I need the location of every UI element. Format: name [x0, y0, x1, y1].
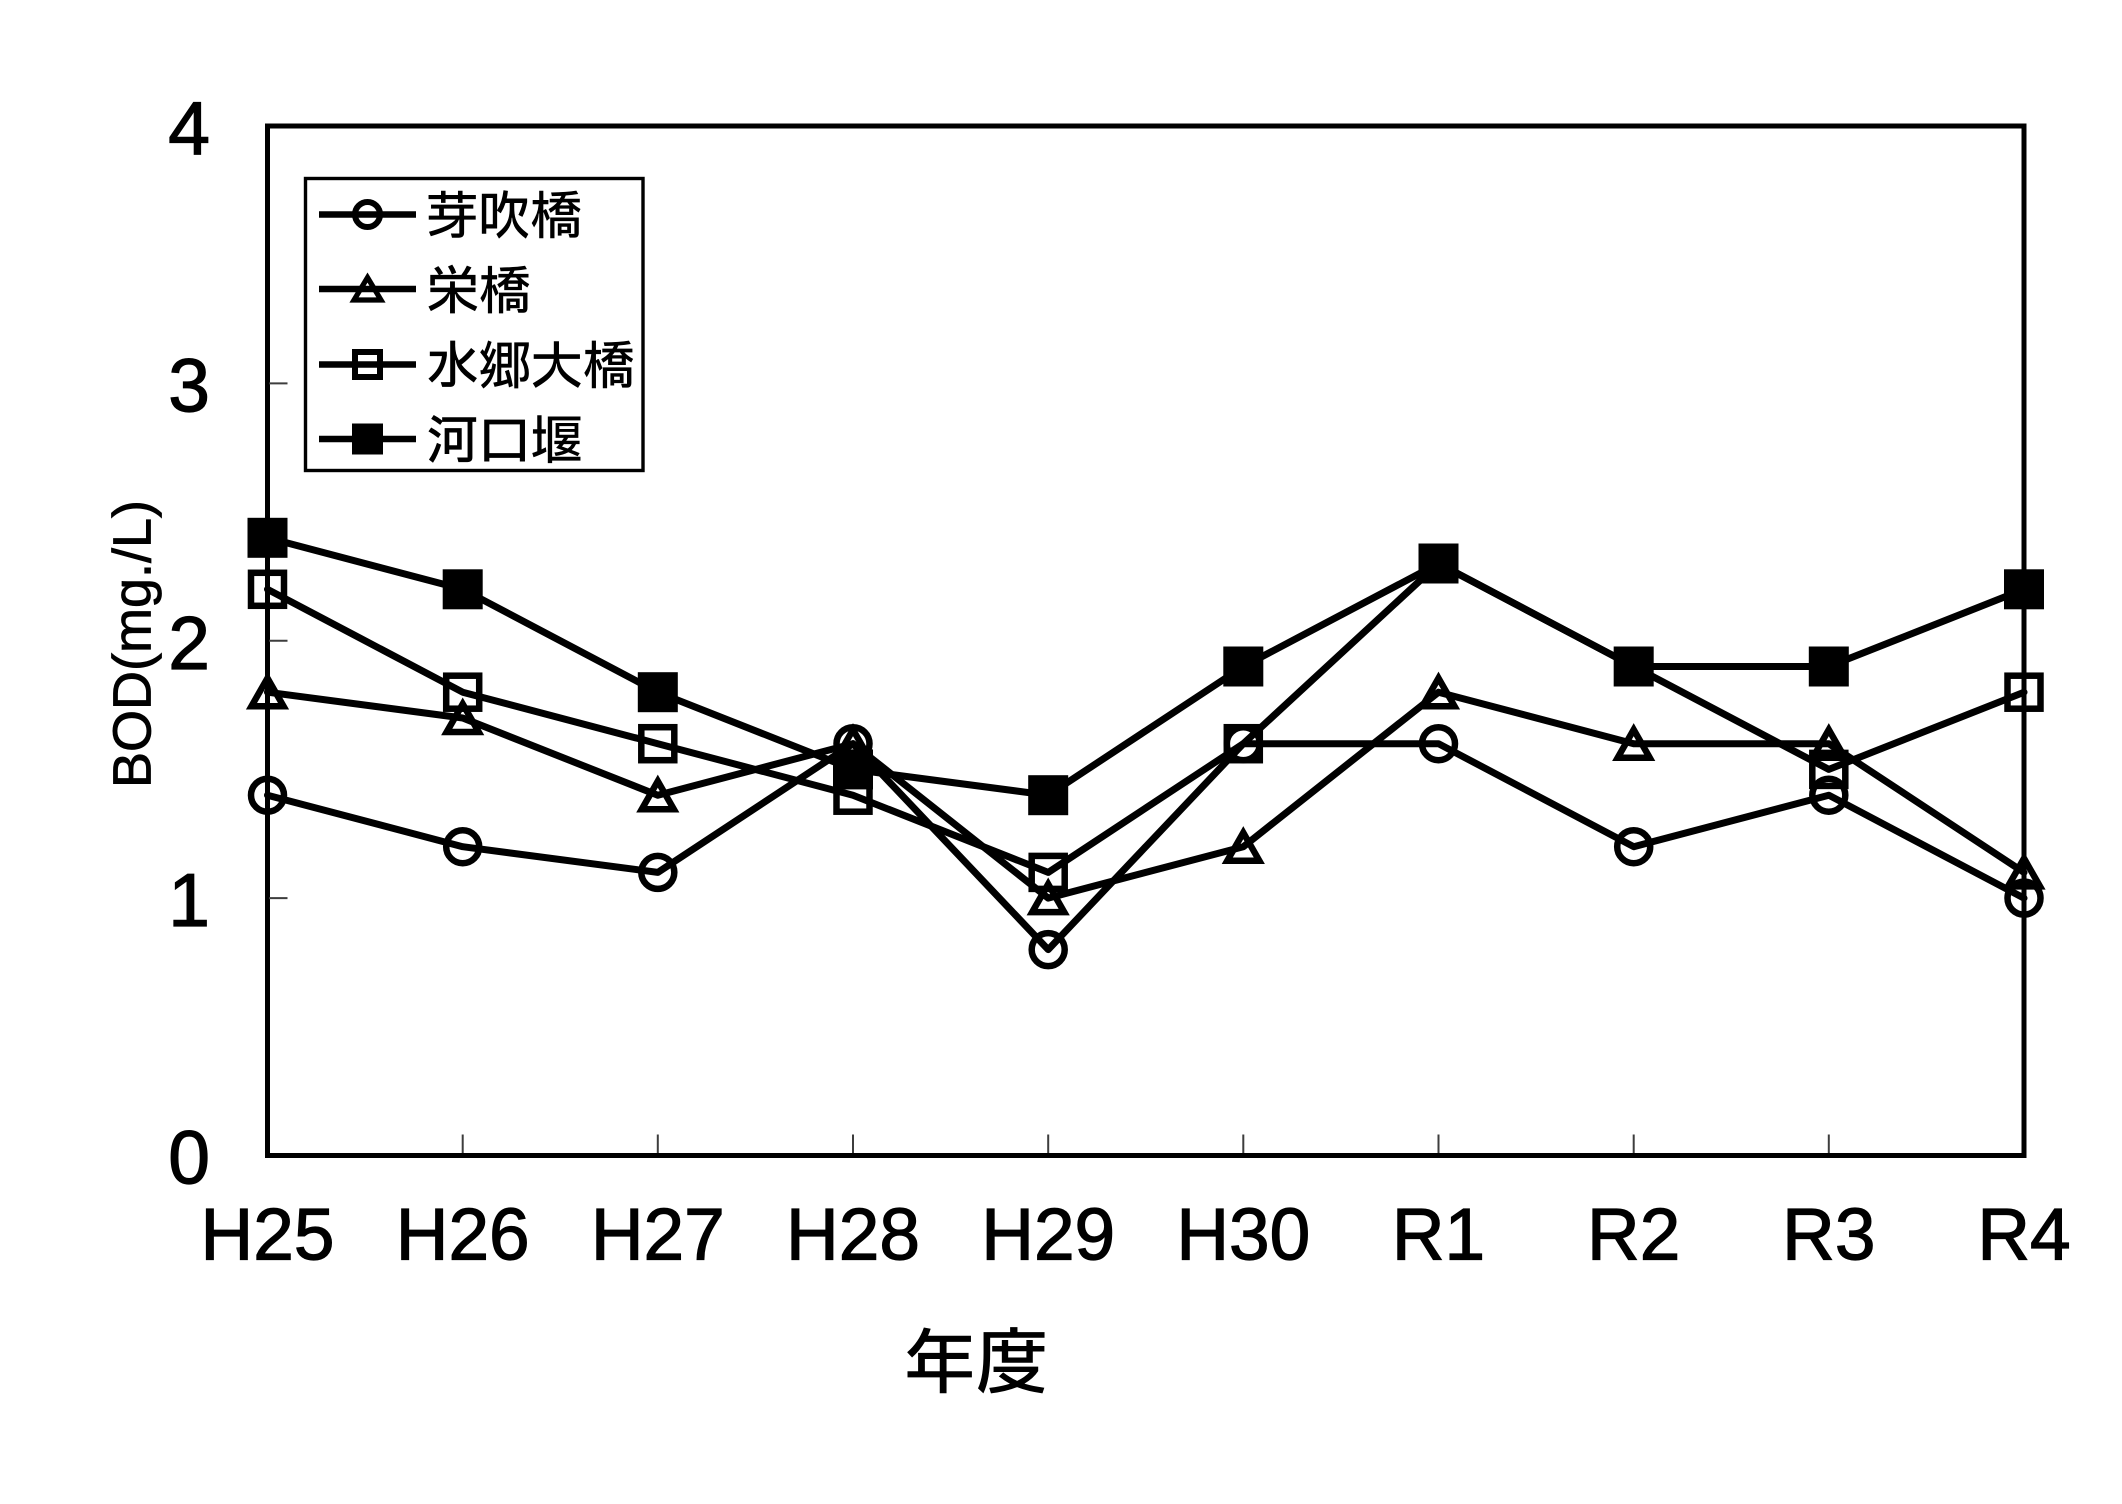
svg-text:H30: H30: [1176, 1194, 1310, 1275]
svg-text:0: 0: [168, 1116, 210, 1200]
svg-text:H26: H26: [396, 1194, 530, 1275]
svg-text:2: 2: [168, 601, 210, 685]
svg-text:R3: R3: [1782, 1194, 1875, 1275]
svg-text:R1: R1: [1392, 1194, 1485, 1275]
svg-text:H29: H29: [981, 1194, 1115, 1275]
svg-text:R2: R2: [1587, 1194, 1680, 1275]
svg-text:4: 4: [168, 86, 210, 170]
svg-text:1: 1: [168, 858, 210, 942]
svg-text:H27: H27: [591, 1194, 725, 1275]
svg-text:H28: H28: [786, 1194, 920, 1275]
svg-text:R4: R4: [1977, 1194, 2070, 1275]
svg-text:BOD(mg./L): BOD(mg./L): [102, 500, 162, 788]
svg-text:H25: H25: [201, 1194, 335, 1275]
svg-text:3: 3: [168, 343, 210, 427]
